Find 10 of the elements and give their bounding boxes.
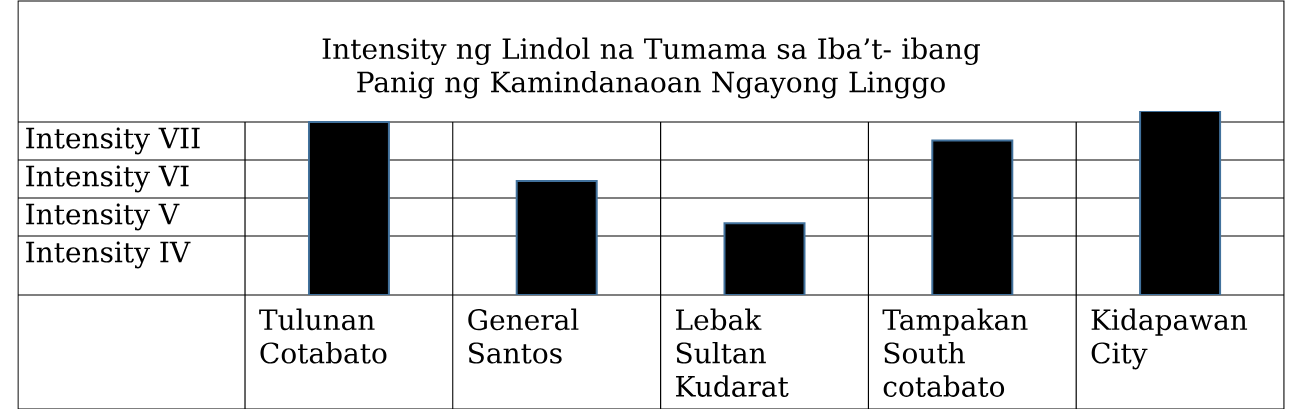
x-tick-label: General Santos: [468, 308, 579, 364]
x-tick-label: Tulunan Cotabato: [259, 308, 387, 364]
text: Intensity V: [26, 203, 180, 231]
x-tick-label: Kidapawan City: [1091, 308, 1248, 370]
text: Intensity VII: [26, 127, 200, 155]
chart-title: Intensity ng Lindol na Tumama sa Iba’t- ibang Panig ng Kamindanaoan Ngayong Linggo: [322, 37, 981, 99]
x-tick-label: Tampakan South cotabato: [882, 308, 1028, 397]
text: Intensity VI: [26, 165, 189, 193]
x-tick-label: Lebak Sultan Kudarat: [676, 308, 789, 397]
text: Intensity IV: [26, 241, 191, 269]
